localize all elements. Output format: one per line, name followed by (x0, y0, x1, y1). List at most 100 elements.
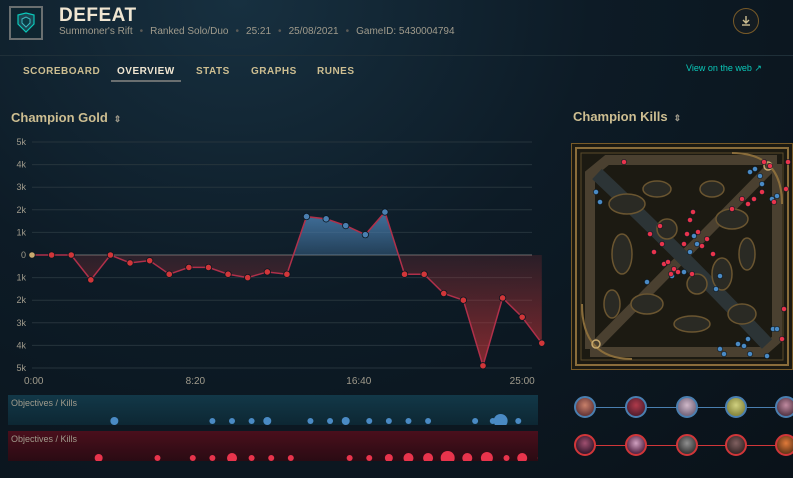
red-kill-marker[interactable] (690, 209, 696, 215)
objective-event-marker[interactable] (94, 454, 103, 461)
blue-kill-marker[interactable] (747, 169, 753, 175)
gold-data-point[interactable] (440, 289, 448, 298)
gold-data-point[interactable] (302, 212, 311, 221)
tab-runes[interactable]: RUNES (317, 66, 355, 77)
gold-data-point[interactable] (283, 270, 291, 278)
gold-data-point[interactable] (165, 270, 173, 278)
blue-kill-marker[interactable] (597, 199, 603, 205)
red-kill-marker[interactable] (745, 201, 751, 207)
gold-data-point[interactable] (361, 231, 369, 239)
gold-data-point[interactable] (146, 257, 154, 265)
objective-event-marker[interactable] (405, 418, 412, 424)
objective-event-marker[interactable] (154, 455, 161, 461)
objective-event-marker[interactable] (327, 418, 334, 424)
blue-kill-marker[interactable] (774, 193, 780, 199)
red-kill-marker[interactable] (751, 196, 757, 202)
champion-portrait-5[interactable] (775, 396, 793, 418)
gold-data-point[interactable] (244, 274, 252, 282)
gold-data-point[interactable] (87, 276, 95, 284)
objective-event-marker[interactable] (403, 453, 414, 461)
gold-data-point[interactable] (106, 251, 115, 259)
champion-portrait-10[interactable] (775, 434, 793, 456)
red-kill-marker[interactable] (657, 223, 663, 229)
objective-event-marker[interactable] (189, 455, 196, 461)
champion-portrait-3[interactable] (676, 396, 698, 418)
red-kill-marker[interactable] (781, 306, 787, 312)
gold-data-point[interactable] (263, 268, 271, 276)
gold-data-point[interactable] (400, 270, 409, 278)
objective-event-marker[interactable] (263, 417, 272, 425)
red-kill-marker[interactable] (681, 241, 687, 247)
red-kill-marker[interactable] (761, 159, 767, 165)
red-kill-marker[interactable] (651, 249, 657, 255)
gold-data-point[interactable] (48, 251, 56, 259)
red-kill-marker[interactable] (675, 269, 681, 275)
blue-kill-marker[interactable] (759, 181, 765, 187)
red-kill-marker[interactable] (710, 251, 716, 257)
champion-portrait-9[interactable] (725, 434, 747, 456)
champion-portrait-6[interactable] (574, 434, 596, 456)
blue-kill-marker[interactable] (747, 351, 753, 357)
red-kill-marker[interactable] (689, 271, 695, 277)
red-kill-marker[interactable] (739, 196, 745, 202)
gold-data-point[interactable] (498, 294, 507, 302)
objective-event-marker[interactable] (287, 455, 294, 461)
blue-kill-marker[interactable] (717, 346, 723, 352)
gold-data-point[interactable] (342, 222, 350, 230)
blue-kill-marker[interactable] (681, 269, 687, 275)
red-kill-marker[interactable] (759, 189, 765, 195)
red-kill-marker[interactable] (659, 241, 665, 247)
objective-event-marker[interactable] (517, 453, 528, 461)
objective-event-marker[interactable] (366, 455, 373, 461)
red-kill-marker[interactable] (695, 229, 701, 235)
objective-event-marker[interactable] (248, 418, 255, 424)
gold-data-point[interactable] (459, 296, 467, 304)
champion-portrait-4[interactable] (725, 396, 747, 418)
champion-portrait-1[interactable] (574, 396, 596, 418)
gold-data-point[interactable] (479, 362, 487, 370)
objective-event-marker[interactable] (472, 418, 479, 424)
objective-event-marker[interactable] (110, 417, 119, 425)
blue-kill-marker[interactable] (752, 166, 758, 172)
red-kill-marker[interactable] (671, 266, 677, 272)
gold-data-point[interactable] (67, 251, 75, 259)
objective-event-marker[interactable] (425, 418, 432, 424)
objective-event-marker[interactable] (384, 454, 393, 461)
objective-event-marker[interactable] (209, 455, 216, 461)
red-kill-marker[interactable] (665, 259, 671, 265)
tab-stats[interactable]: STATS (196, 66, 230, 77)
blue-kill-marker[interactable] (687, 249, 693, 255)
objective-event-marker[interactable] (480, 452, 493, 461)
objective-event-marker[interactable] (227, 453, 237, 461)
gold-data-point[interactable] (204, 263, 213, 272)
red-kill-marker[interactable] (687, 217, 693, 223)
champion-portrait-2[interactable] (625, 396, 647, 418)
champion-kills-title[interactable]: Champion Kills ⇕ (573, 109, 681, 124)
gold-data-point[interactable] (224, 270, 232, 278)
gold-data-point[interactable] (381, 208, 389, 216)
red-kill-marker[interactable] (684, 231, 690, 237)
objective-event-marker[interactable] (503, 455, 510, 461)
blue-kill-marker[interactable] (593, 189, 599, 195)
blue-kill-marker[interactable] (694, 241, 700, 247)
red-kill-marker[interactable] (647, 231, 653, 237)
blue-kill-marker[interactable] (735, 341, 741, 347)
gold-data-point[interactable] (420, 270, 428, 278)
red-kill-marker[interactable] (621, 159, 627, 165)
blue-kill-marker[interactable] (717, 273, 723, 279)
objective-event-marker[interactable] (209, 418, 216, 424)
gold-data-point[interactable] (28, 251, 36, 259)
gold-data-point[interactable] (185, 263, 193, 272)
red-kill-marker[interactable] (767, 163, 773, 169)
gold-data-point[interactable] (538, 339, 545, 347)
download-button[interactable] (733, 8, 759, 34)
tab-overview[interactable]: OVERVIEW (111, 66, 181, 82)
red-kill-marker[interactable] (699, 243, 705, 249)
objective-event-marker[interactable] (341, 417, 350, 425)
blue-kill-marker[interactable] (691, 233, 697, 239)
red-kill-marker[interactable] (771, 199, 777, 205)
view-on-web-link[interactable]: View on the web ↗ (686, 63, 762, 73)
red-kill-marker[interactable] (779, 336, 785, 342)
objective-event-marker[interactable] (440, 451, 455, 461)
tab-graphs[interactable]: GRAPHS (251, 66, 297, 77)
